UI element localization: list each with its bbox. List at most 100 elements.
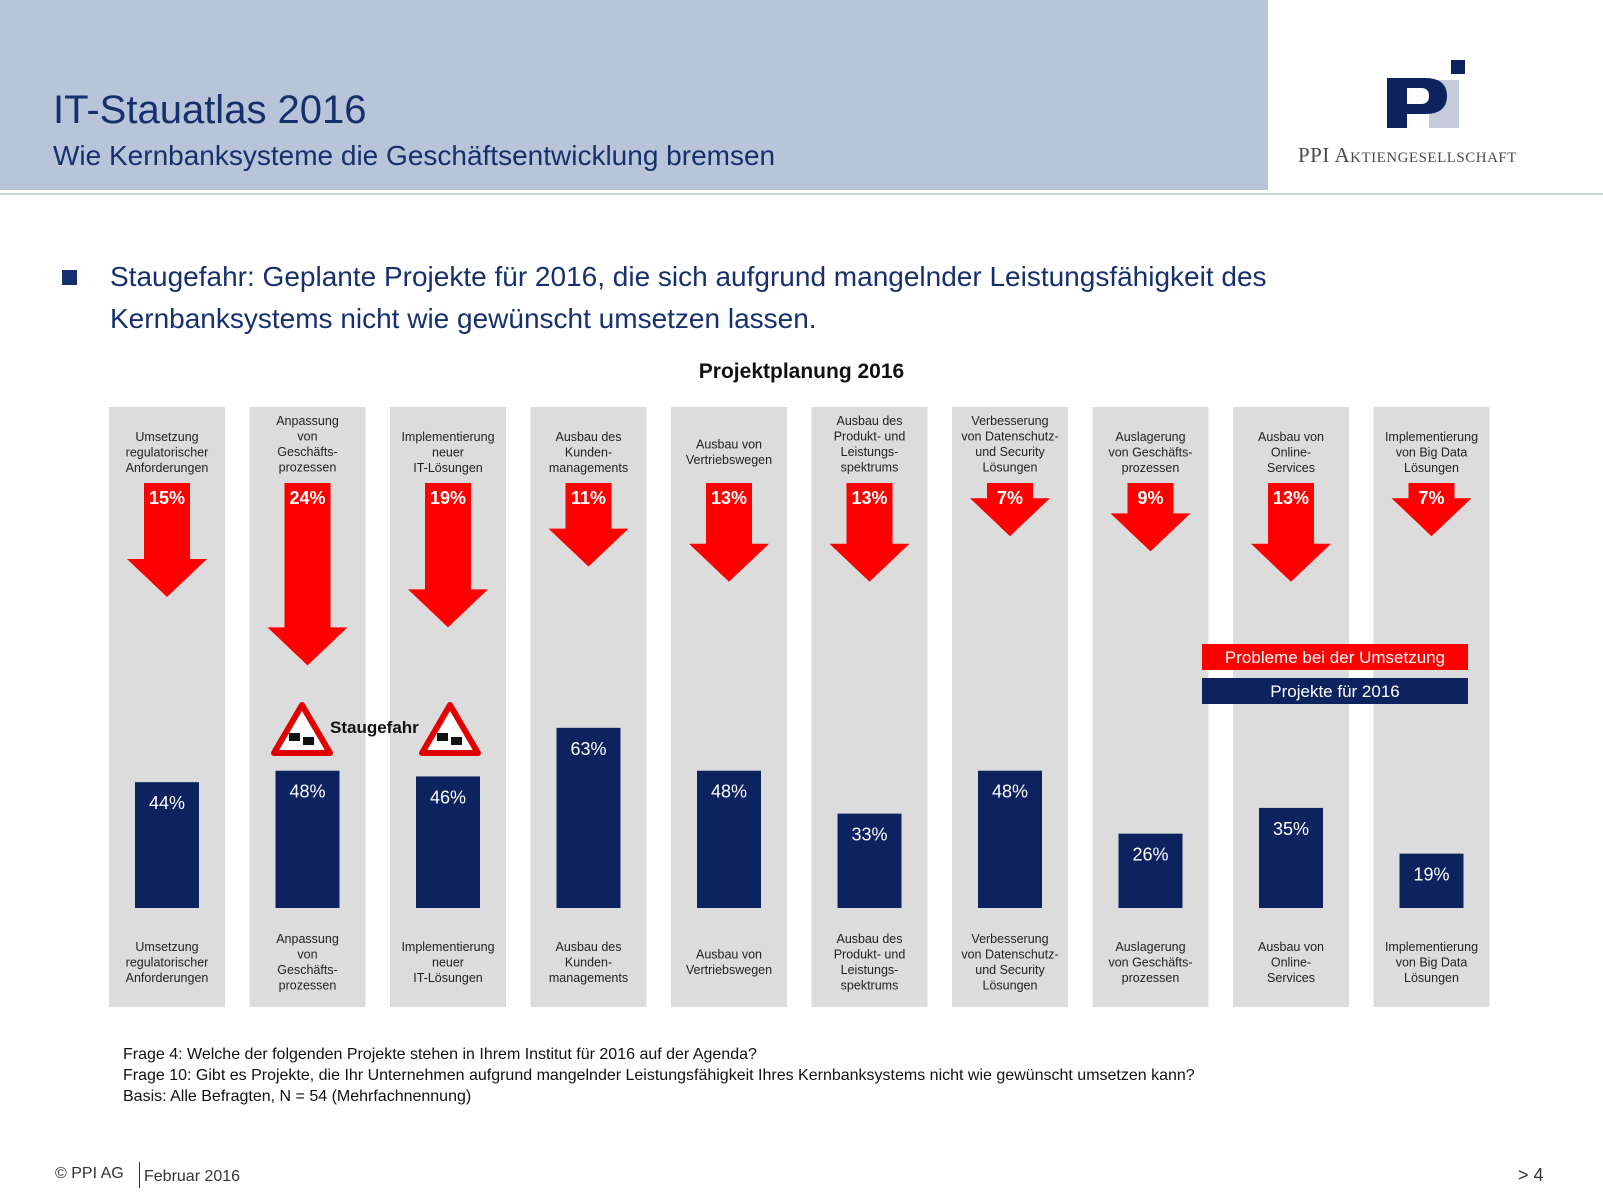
category-label-bottom: regulatorischer bbox=[126, 955, 209, 969]
category-label-top: Anpassung bbox=[276, 414, 339, 428]
project-value-label: 19% bbox=[1413, 865, 1449, 885]
category-label-top: Verbesserung bbox=[971, 414, 1048, 428]
category-label-bottom: Online- bbox=[1271, 955, 1311, 969]
problem-value-label: 7% bbox=[997, 488, 1023, 508]
category-label-bottom: Auslagerung bbox=[1115, 940, 1185, 954]
problem-arrow bbox=[548, 483, 629, 567]
header-band: IT-Stauatlas 2016 Wie Kernbanksysteme di… bbox=[0, 0, 1268, 190]
warning-car-icon bbox=[289, 733, 300, 741]
problem-value-label: 13% bbox=[711, 488, 747, 508]
problem-arrow bbox=[267, 483, 348, 666]
category-label-bottom: prozessen bbox=[279, 979, 337, 993]
category-label-bottom: von Geschäfts- bbox=[1108, 955, 1192, 969]
category-label-bottom: Leistungs- bbox=[841, 963, 899, 977]
category-label-top: von bbox=[297, 430, 317, 444]
category-label-top: spektrums bbox=[841, 461, 899, 475]
category-label-bottom: IT-Lösungen bbox=[413, 971, 483, 985]
warning-car-icon bbox=[451, 737, 462, 745]
ppi-logo-mark bbox=[1387, 60, 1465, 128]
project-value-label: 35% bbox=[1273, 819, 1309, 839]
warning-car-icon bbox=[303, 737, 314, 745]
problem-value-label: 13% bbox=[1273, 488, 1309, 508]
page-subtitle: Wie Kernbanksysteme die Geschäftsentwick… bbox=[53, 140, 776, 171]
problem-value-label: 19% bbox=[430, 488, 466, 508]
problem-arrow bbox=[1251, 483, 1331, 582]
category-label-bottom: prozessen bbox=[1122, 971, 1180, 985]
category-label-bottom: von bbox=[297, 948, 317, 962]
category-label-top: neuer bbox=[432, 445, 464, 459]
project-value-label: 63% bbox=[570, 739, 606, 759]
category-label-top: Geschäfts- bbox=[277, 445, 337, 459]
legend-projects bbox=[1202, 678, 1468, 704]
warning-car-icon bbox=[437, 733, 448, 741]
project-bar bbox=[1259, 807, 1323, 908]
problem-value-label: 9% bbox=[1137, 488, 1163, 508]
project-value-label: 26% bbox=[1132, 845, 1168, 865]
category-label-top: Ausbau des bbox=[555, 430, 621, 444]
problem-value-label: 7% bbox=[1418, 488, 1444, 508]
category-label-bottom: Lösungen bbox=[983, 979, 1038, 993]
project-value-label: 48% bbox=[711, 782, 747, 802]
category-label-top: regulatorischer bbox=[126, 445, 209, 459]
project-value-label: 44% bbox=[149, 793, 185, 813]
problem-arrow bbox=[127, 483, 207, 597]
note-line: Frage 4: Welche der folgenden Projekte s… bbox=[123, 1046, 757, 1063]
project-bar bbox=[837, 813, 902, 908]
footer-divider bbox=[139, 1162, 140, 1188]
legend-problems bbox=[1202, 644, 1468, 670]
category-label-bottom: Ausbau des bbox=[836, 932, 902, 946]
category-label-bottom: Produkt- und bbox=[834, 948, 906, 962]
category-label-top: prozessen bbox=[279, 461, 337, 475]
category-label-top: Online- bbox=[1271, 445, 1311, 459]
logo-text: PPI Aktiengesellschaft bbox=[1298, 143, 1517, 167]
category-label-top: managements bbox=[549, 461, 628, 475]
problem-value-label: 13% bbox=[851, 488, 887, 508]
project-bar bbox=[697, 770, 761, 908]
category-label-top: von Datenschutz- bbox=[961, 430, 1058, 444]
traffic-jam-warning-icon bbox=[271, 702, 333, 756]
problem-arrow bbox=[829, 483, 910, 582]
category-label-top: Leistungs- bbox=[841, 445, 899, 459]
category-label-bottom: Implementierung bbox=[401, 940, 494, 954]
category-label-bottom: Ausbau des bbox=[555, 940, 621, 954]
category-label-bottom: Implementierung bbox=[1385, 940, 1478, 954]
bullet-square bbox=[62, 270, 77, 285]
project-value-label: 33% bbox=[851, 825, 887, 845]
problem-arrow bbox=[1391, 483, 1472, 537]
category-label-top: IT-Lösungen bbox=[413, 461, 483, 475]
project-bar bbox=[275, 770, 340, 908]
problem-arrow bbox=[408, 483, 488, 628]
category-label-top: Anforderungen bbox=[126, 461, 209, 475]
note-line: Frage 10: Gibt es Projekte, die Ihr Unte… bbox=[123, 1067, 1195, 1084]
problem-arrow bbox=[689, 483, 769, 582]
page-title: IT-Stauatlas 2016 bbox=[53, 88, 367, 132]
project-bar bbox=[135, 782, 199, 908]
category-label-bottom: Verbesserung bbox=[971, 932, 1048, 946]
problem-arrow bbox=[970, 483, 1050, 537]
category-label-bottom: Geschäfts- bbox=[277, 963, 337, 977]
ppi-logo: PPI Aktiengesellschaft bbox=[1268, 0, 1603, 190]
category-label-top: Umsetzung bbox=[135, 430, 198, 444]
problem-arrow bbox=[1110, 483, 1191, 552]
category-label-bottom: neuer bbox=[432, 955, 464, 969]
legend-projects-label: Projekte für 2016 bbox=[1270, 682, 1399, 701]
bullet-text: Staugefahr: Geplante Projekte für 2016, … bbox=[110, 261, 1267, 334]
category-label-bottom: Lösungen bbox=[1404, 971, 1459, 985]
category-label-bottom: von Datenschutz- bbox=[961, 948, 1058, 962]
category-label-top: von Geschäfts- bbox=[1108, 445, 1192, 459]
page-number: > 4 bbox=[1518, 1165, 1544, 1185]
footer-copyright: © PPI AG bbox=[55, 1165, 124, 1182]
project-bar bbox=[978, 770, 1042, 908]
header-divider bbox=[0, 193, 1603, 195]
category-label-bottom: Services bbox=[1267, 971, 1315, 985]
category-label-top: Implementierung bbox=[401, 430, 494, 444]
category-label-top: Vertriebswegen bbox=[686, 453, 772, 467]
note-line: Basis: Alle Befragten, N = 54 (Mehrfachn… bbox=[123, 1088, 472, 1105]
category-label-bottom: spektrums bbox=[841, 979, 899, 993]
chart-title: Projektplanung 2016 bbox=[698, 360, 905, 383]
category-label-bottom: Anforderungen bbox=[126, 971, 209, 985]
problem-value-label: 11% bbox=[571, 488, 606, 508]
category-label-top: Kunden- bbox=[565, 445, 612, 459]
category-label-top: von Big Data bbox=[1396, 445, 1468, 459]
category-label-top: Lösungen bbox=[1404, 461, 1459, 475]
